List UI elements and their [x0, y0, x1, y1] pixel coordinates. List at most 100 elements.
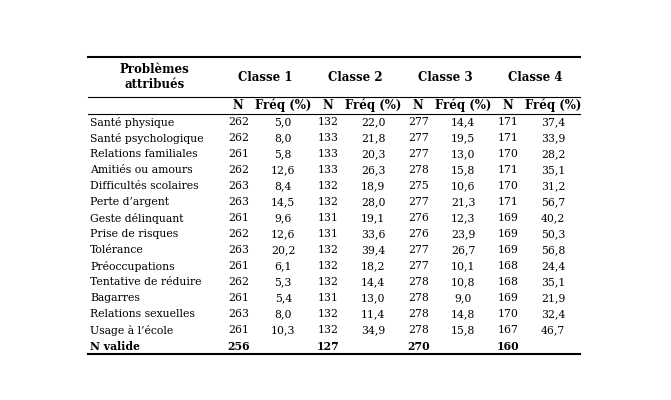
Text: 15,8: 15,8	[451, 326, 476, 336]
Text: 261: 261	[228, 149, 249, 159]
Text: 277: 277	[408, 117, 429, 127]
Text: 263: 263	[228, 181, 249, 191]
Text: 19,1: 19,1	[361, 213, 385, 223]
Text: 132: 132	[318, 181, 339, 191]
Text: 32,4: 32,4	[541, 310, 566, 320]
Text: 171: 171	[498, 133, 519, 143]
Text: Classe 4: Classe 4	[508, 71, 563, 84]
Text: 132: 132	[318, 277, 339, 287]
Text: 132: 132	[318, 197, 339, 207]
Text: 277: 277	[408, 261, 429, 271]
Text: 262: 262	[228, 229, 249, 239]
Text: Tentative de réduire: Tentative de réduire	[90, 277, 201, 287]
Text: 277: 277	[408, 149, 429, 159]
Text: 262: 262	[228, 165, 249, 175]
Text: 22,0: 22,0	[361, 117, 386, 127]
Text: 23,9: 23,9	[451, 229, 476, 239]
Text: Santé physique: Santé physique	[90, 117, 174, 128]
Text: 256: 256	[227, 341, 250, 352]
Text: 21,3: 21,3	[451, 197, 476, 207]
Text: 13,0: 13,0	[361, 294, 386, 304]
Text: Amitiés ou amours: Amitiés ou amours	[90, 165, 193, 175]
Text: 46,7: 46,7	[541, 326, 566, 336]
Text: Fréq (%): Fréq (%)	[525, 99, 581, 112]
Text: 34,9: 34,9	[361, 326, 385, 336]
Text: 160: 160	[497, 341, 519, 352]
Text: 35,1: 35,1	[541, 165, 566, 175]
Text: 5,4: 5,4	[274, 294, 292, 304]
Text: 10,3: 10,3	[271, 326, 295, 336]
Text: 170: 170	[498, 310, 519, 320]
Text: 168: 168	[498, 261, 519, 271]
Text: 18,2: 18,2	[361, 261, 386, 271]
Text: 26,7: 26,7	[451, 245, 476, 255]
Text: Difficultés scolaires: Difficultés scolaires	[90, 181, 199, 191]
Text: 40,2: 40,2	[541, 213, 566, 223]
Text: 277: 277	[408, 245, 429, 255]
Text: Fréq (%): Fréq (%)	[345, 99, 401, 112]
Text: Fréq (%): Fréq (%)	[255, 99, 311, 112]
Text: 9,0: 9,0	[454, 294, 472, 304]
Text: Geste délinquant: Geste délinquant	[90, 213, 184, 224]
Text: 171: 171	[498, 165, 519, 175]
Text: 131: 131	[318, 229, 339, 239]
Text: 8,0: 8,0	[274, 310, 292, 320]
Text: 171: 171	[498, 197, 519, 207]
Text: 35,1: 35,1	[541, 277, 566, 287]
Text: Problèmes
attribués: Problèmes attribués	[119, 63, 189, 91]
Text: 132: 132	[318, 310, 339, 320]
Text: 278: 278	[408, 277, 429, 287]
Text: 133: 133	[318, 133, 339, 143]
Text: 20,2: 20,2	[271, 245, 295, 255]
Text: 263: 263	[228, 310, 249, 320]
Text: 21,8: 21,8	[361, 133, 386, 143]
Text: N: N	[323, 99, 333, 112]
Text: 14,5: 14,5	[271, 197, 295, 207]
Text: 131: 131	[318, 213, 339, 223]
Text: 262: 262	[228, 133, 249, 143]
Text: 28,0: 28,0	[361, 197, 386, 207]
Text: 14,4: 14,4	[361, 277, 385, 287]
Text: 19,5: 19,5	[451, 133, 475, 143]
Text: 9,6: 9,6	[274, 213, 292, 223]
Text: 8,0: 8,0	[274, 133, 292, 143]
Text: Classe 3: Classe 3	[418, 71, 473, 84]
Text: 263: 263	[228, 245, 249, 255]
Text: 14,4: 14,4	[451, 117, 475, 127]
Text: Bagarres: Bagarres	[90, 294, 140, 304]
Text: 26,3: 26,3	[361, 165, 386, 175]
Text: 5,3: 5,3	[274, 277, 292, 287]
Text: 56,8: 56,8	[541, 245, 566, 255]
Text: 133: 133	[318, 149, 339, 159]
Text: Santé psychologique: Santé psychologique	[90, 133, 204, 144]
Text: 8,4: 8,4	[274, 181, 292, 191]
Text: 20,3: 20,3	[361, 149, 386, 159]
Text: 10,6: 10,6	[451, 181, 476, 191]
Text: 278: 278	[408, 310, 429, 320]
Text: 263: 263	[228, 197, 249, 207]
Text: 170: 170	[498, 181, 519, 191]
Text: 33,6: 33,6	[361, 229, 386, 239]
Text: 169: 169	[498, 213, 519, 223]
Text: 21,9: 21,9	[541, 294, 566, 304]
Text: Relations sexuelles: Relations sexuelles	[90, 310, 195, 320]
Text: Relations familiales: Relations familiales	[90, 149, 198, 159]
Text: 33,9: 33,9	[541, 133, 566, 143]
Text: 261: 261	[228, 261, 249, 271]
Text: 277: 277	[408, 133, 429, 143]
Text: Fréq (%): Fréq (%)	[435, 99, 491, 112]
Text: Préoccupations: Préoccupations	[90, 261, 174, 272]
Text: N: N	[413, 99, 423, 112]
Text: 261: 261	[228, 294, 249, 304]
Text: 14,8: 14,8	[451, 310, 476, 320]
Text: Usage à l’école: Usage à l’école	[90, 325, 173, 336]
Text: 168: 168	[498, 277, 519, 287]
Text: 12,6: 12,6	[271, 229, 295, 239]
Text: 24,4: 24,4	[541, 261, 566, 271]
Text: 278: 278	[408, 326, 429, 336]
Text: 15,8: 15,8	[451, 165, 476, 175]
Text: 31,2: 31,2	[541, 181, 566, 191]
Text: 18,9: 18,9	[361, 181, 385, 191]
Text: 133: 133	[318, 165, 339, 175]
Text: 171: 171	[498, 117, 519, 127]
